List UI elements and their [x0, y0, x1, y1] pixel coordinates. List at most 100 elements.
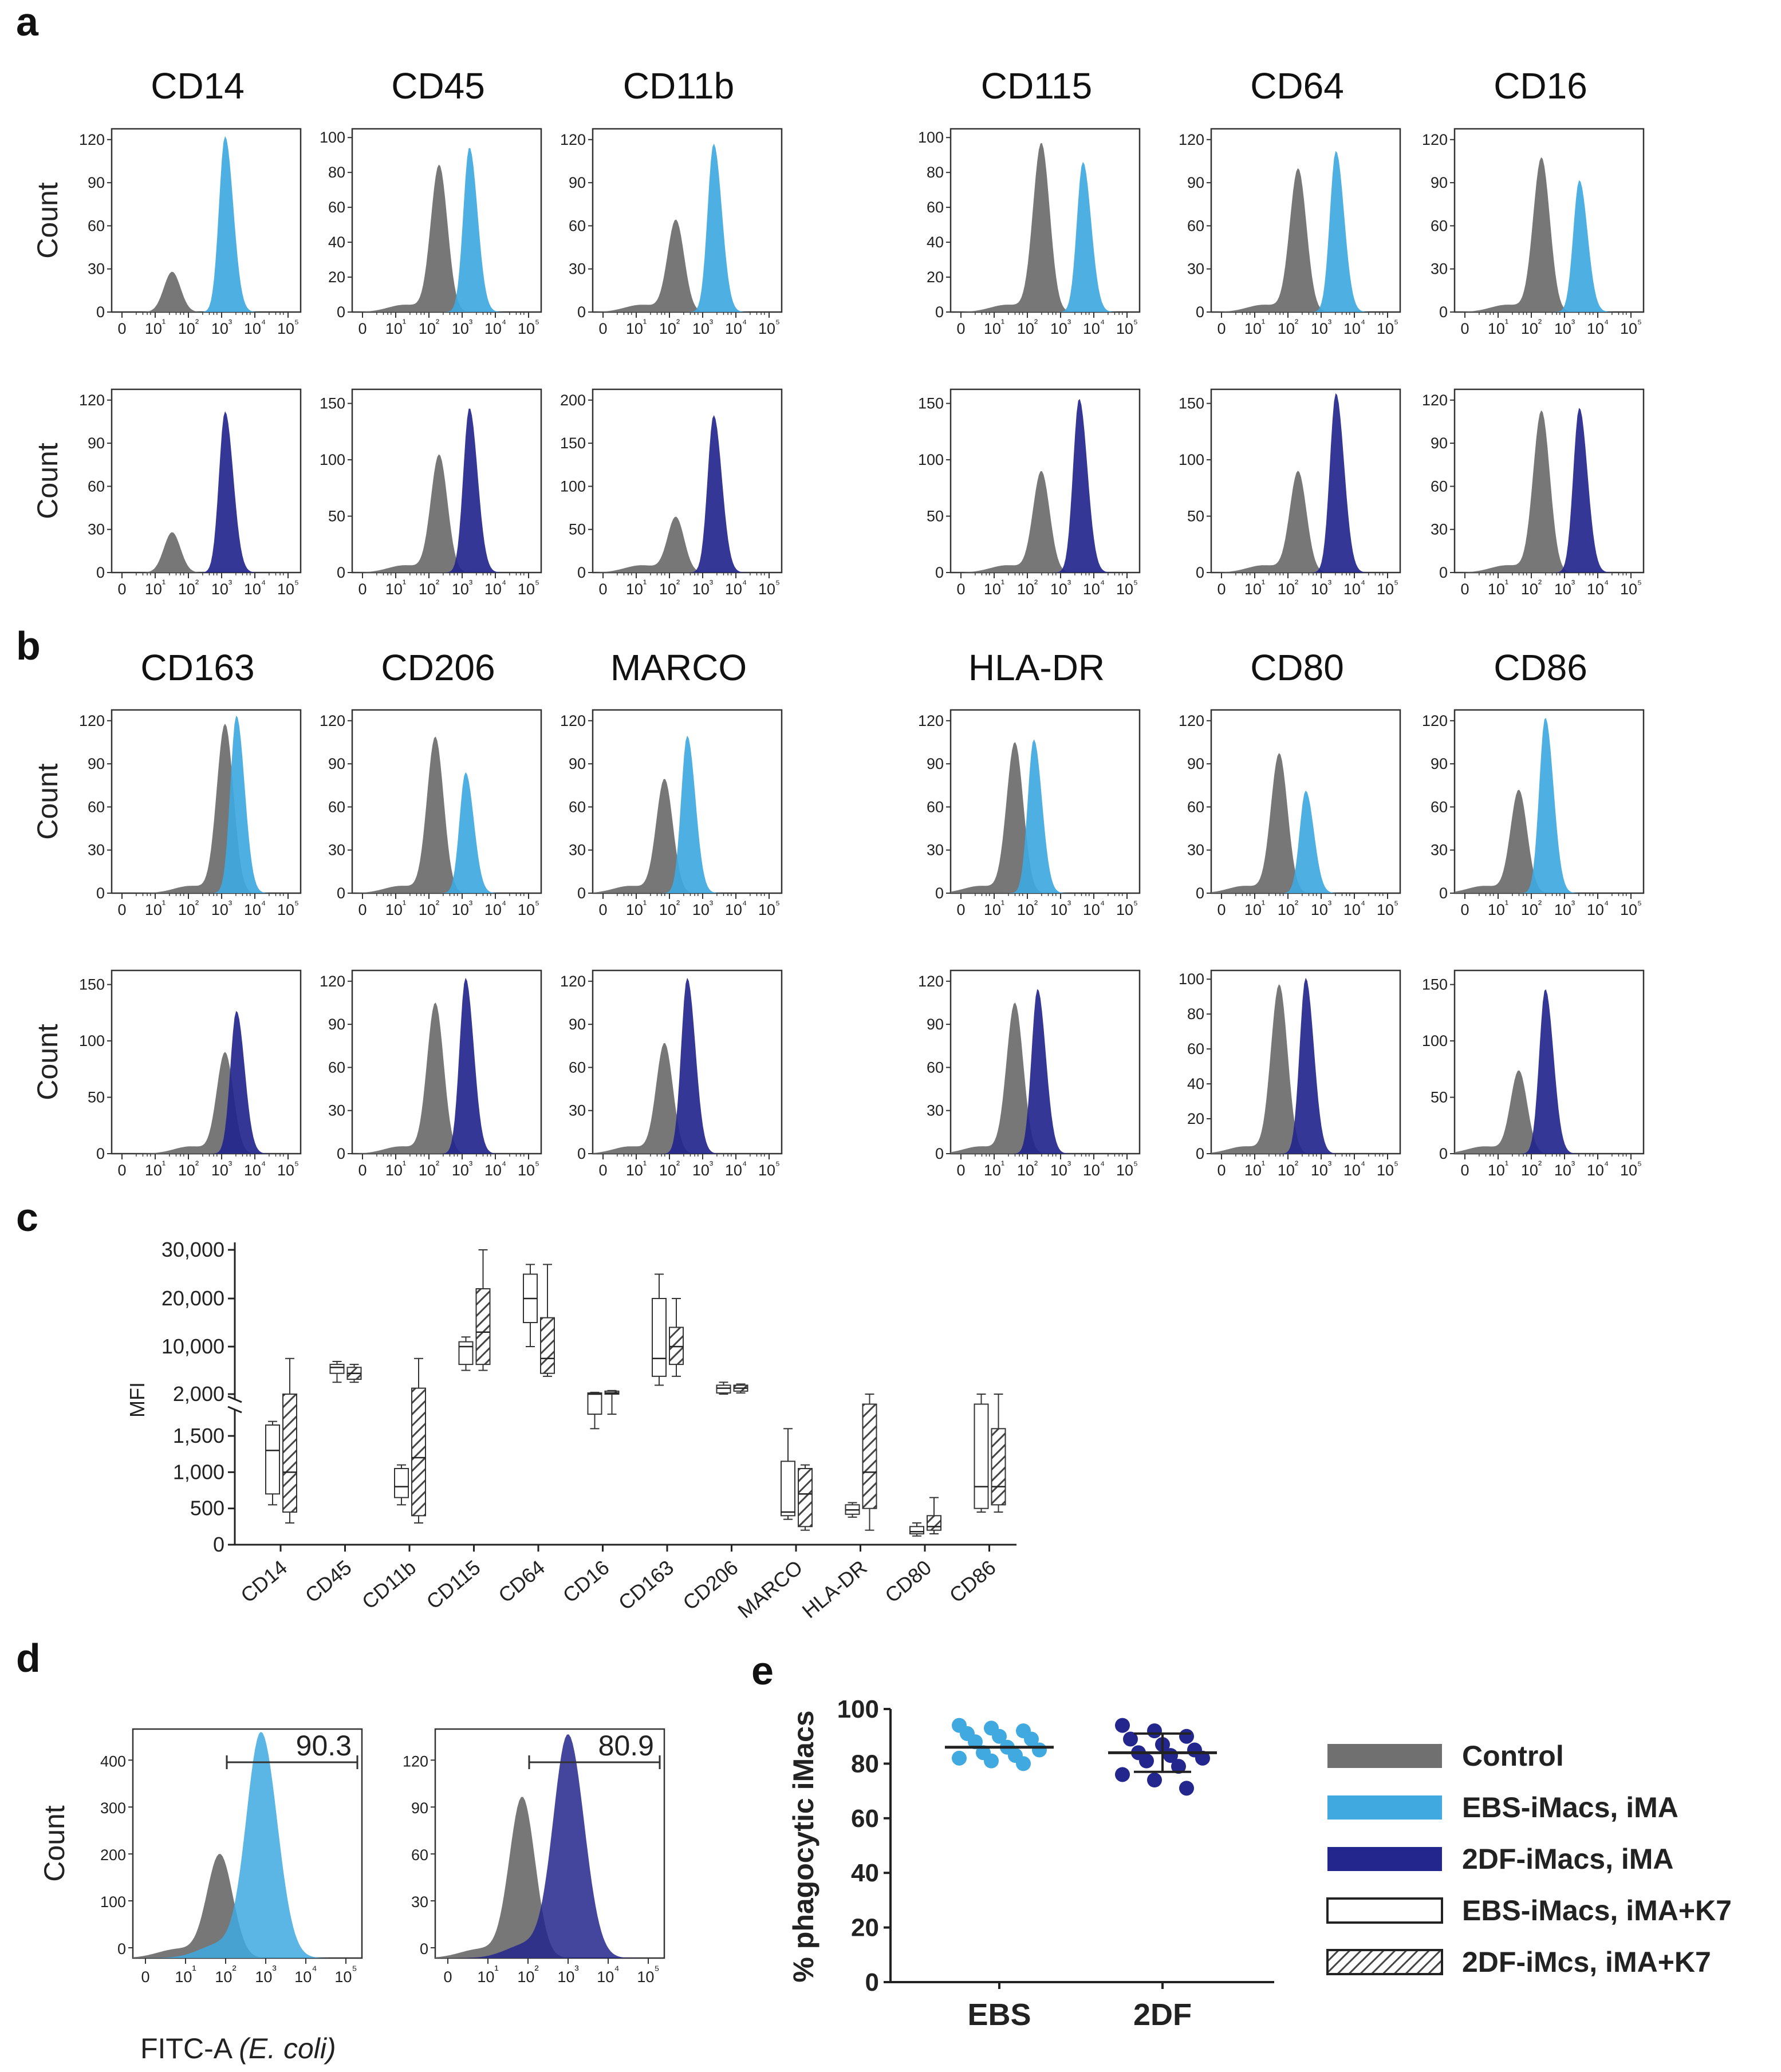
x-tick-base: 10 — [597, 1968, 614, 1986]
x-tick-label: 10³ — [1554, 899, 1575, 918]
x-tick-base: 10 — [1278, 320, 1295, 337]
legend-label-open: EBS-iMacs, iMA+K7 — [1462, 1895, 1732, 1927]
x-tick-label: 10¹ — [385, 578, 406, 598]
y-tick-label: 60 — [1187, 798, 1204, 815]
x-tick-label: 0 — [956, 581, 965, 598]
data-point-ebs — [1024, 1731, 1039, 1747]
x-tick-label: 10² — [178, 1159, 199, 1179]
x-tick-label: 10² — [659, 318, 680, 337]
x-tick-label: 10⁴ — [725, 1159, 747, 1179]
x-tick-label: 10³ — [692, 899, 713, 918]
data-point-2df — [1139, 1753, 1154, 1769]
box-ebs-k7 — [974, 1403, 989, 1509]
marker-title-cd14: CD14 — [151, 65, 245, 106]
x-tick-exponent: ¹ — [1505, 1159, 1508, 1171]
x-tick-exponent: ¹ — [643, 318, 647, 330]
marker-title-cd45: CD45 — [391, 65, 485, 106]
y-tick-label: 0 — [1439, 1145, 1448, 1162]
y-tick-label: 30 — [88, 261, 105, 278]
x-tick-label: 10⁵ — [1377, 578, 1398, 598]
x-tick-label: 10⁴ — [597, 1963, 620, 1986]
category-label-2df: 2DF — [1133, 1998, 1192, 2032]
y-tick-label: 0 — [337, 885, 345, 902]
x-tick-base: 10 — [626, 581, 643, 598]
x-tick-label: 10² — [659, 578, 680, 598]
x-tick-base: 10 — [178, 1162, 195, 1179]
y-tick-label: 20,000 — [161, 1286, 224, 1310]
control-histogram — [1211, 168, 1400, 312]
marker-title-cd80: CD80 — [1250, 647, 1344, 688]
box-ebs-k7 — [394, 1468, 409, 1498]
category-label-cd14: CD14 — [236, 1556, 291, 1608]
y-tick-label: 120 — [918, 712, 944, 729]
y-tick-label: 150 — [1422, 976, 1448, 993]
x-tick-exponent: ¹ — [403, 318, 406, 330]
x-tick-label: 10⁵ — [758, 899, 780, 918]
x-tick-base: 10 — [518, 581, 535, 598]
x-tick-label: 10⁴ — [244, 578, 266, 598]
x-tick-exponent: ⁴ — [502, 899, 506, 911]
x-tick-base: 10 — [215, 1968, 232, 1986]
x-tick-exponent: ¹ — [192, 1963, 196, 1977]
y-tick-label: 20 — [1187, 1110, 1204, 1127]
x-tick-base: 10 — [659, 581, 676, 598]
x-tick-label: 10³ — [1311, 899, 1331, 918]
x-tick-exponent: ² — [195, 899, 199, 911]
x-tick-label: 10² — [517, 1963, 538, 1986]
x-tick-base: 10 — [294, 1968, 312, 1986]
x-tick-base: 10 — [1017, 581, 1034, 598]
x-tick-exponent: ⁵ — [1133, 1159, 1138, 1171]
data-point-ebs — [984, 1753, 999, 1769]
x-tick-base: 10 — [211, 901, 228, 918]
y-tick-label: 90 — [927, 755, 944, 772]
y-tick-label: 90 — [1187, 174, 1204, 191]
x-tick-base: 10 — [1488, 901, 1505, 918]
gate-percentage: 80.9 — [598, 1730, 654, 1762]
y-tick-label: 60 — [411, 1846, 428, 1864]
x-tick-label: 10¹ — [984, 899, 1004, 918]
x-tick-label: 10⁵ — [277, 1159, 299, 1179]
x-tick-exponent: ⁴ — [1604, 899, 1609, 911]
x-tick-base: 10 — [1554, 320, 1571, 337]
y-tick-label: 30 — [569, 261, 586, 278]
x-tick-label: 10¹ — [984, 1159, 1004, 1179]
y-tick-label: 30 — [927, 1102, 944, 1119]
y-tick-label: 60 — [927, 798, 944, 815]
y-tick-label: 60 — [88, 217, 105, 234]
y-tick-label: 90 — [1187, 755, 1204, 772]
y-tick-label: 0 — [96, 885, 105, 902]
x-tick-base: 10 — [334, 1968, 352, 1986]
panel-label-d: d — [16, 1636, 41, 1680]
x-tick-exponent: ¹ — [494, 1963, 498, 1977]
x-tick-exponent: ⁴ — [502, 578, 506, 590]
x-tick-exponent: ⁵ — [1133, 578, 1138, 590]
x-tick-base: 10 — [484, 581, 502, 598]
box-ebs-k7 — [265, 1424, 280, 1495]
x-tick-label: 10⁵ — [518, 318, 539, 337]
x-tick-label: 10² — [1017, 1159, 1038, 1179]
x-tick-exponent: ³ — [1328, 318, 1331, 330]
y-tick-label: 0 — [1439, 885, 1448, 902]
x-tick-label: 10⁴ — [484, 578, 506, 598]
x-tick-exponent: ² — [1538, 318, 1542, 330]
x-tick-label: 10⁴ — [484, 899, 506, 918]
x-tick-label: 10³ — [1311, 578, 1331, 598]
x-tick-base: 10 — [1488, 1162, 1505, 1179]
y-tick-label: 50 — [328, 508, 345, 525]
legend-swatch-ebs — [1327, 1795, 1442, 1820]
x-tick-exponent: ³ — [1328, 1159, 1331, 1171]
control-histogram — [352, 164, 541, 312]
box-2df-k7 — [282, 1394, 297, 1513]
x-tick-exponent: ² — [232, 1963, 236, 1977]
x-tick-base: 10 — [1343, 581, 1361, 598]
y-tick-label: 0 — [577, 1145, 586, 1162]
y-tick-label: 90 — [1431, 174, 1448, 191]
category-label-ebs: EBS — [967, 1998, 1031, 2032]
x-tick-label: 0 — [358, 581, 367, 598]
x-tick-exponent: ² — [1538, 578, 1542, 590]
x-tick-label: 10⁴ — [1587, 899, 1609, 918]
